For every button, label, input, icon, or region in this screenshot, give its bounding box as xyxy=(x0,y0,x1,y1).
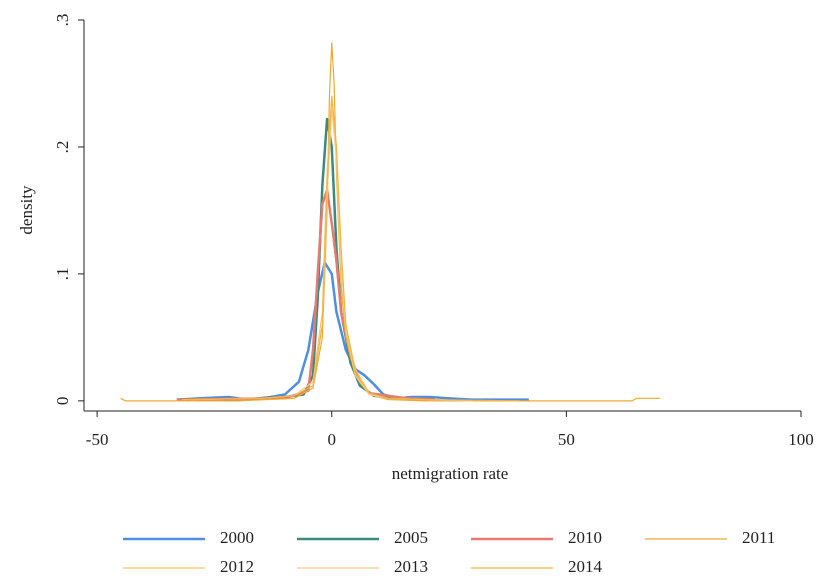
density-line xyxy=(120,42,661,402)
density-line xyxy=(176,261,529,401)
y-tick-label: .2 xyxy=(53,141,72,154)
y-tick-label: 0 xyxy=(53,397,72,406)
y-tick-label: .3 xyxy=(53,14,72,27)
x-tick-label: 50 xyxy=(558,430,575,449)
y-axis-title: density xyxy=(17,185,36,235)
x-axis-title: netmigration rate xyxy=(392,464,509,483)
y-tick-label: .1 xyxy=(53,268,72,281)
x-tick-label: -50 xyxy=(86,430,109,449)
legend-label: 2014 xyxy=(568,557,603,576)
x-tick-label: 0 xyxy=(328,430,337,449)
legend-label: 2013 xyxy=(394,557,428,576)
legend-label: 2011 xyxy=(742,528,775,547)
density-line xyxy=(181,95,520,402)
legend-label: 2005 xyxy=(394,528,428,547)
legend-label: 2012 xyxy=(220,557,254,576)
density-line xyxy=(176,188,436,401)
legend-label: 2010 xyxy=(568,528,602,547)
legend-label: 2000 xyxy=(220,528,254,547)
x-tick-label: 100 xyxy=(788,430,814,449)
